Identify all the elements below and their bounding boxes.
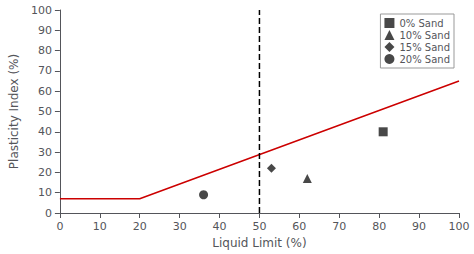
svg-text:100: 100 [449,220,470,233]
svg-text:10: 10 [93,220,107,233]
svg-text:30: 30 [173,220,187,233]
svg-text:50: 50 [38,105,52,118]
svg-text:10: 10 [38,186,52,199]
svg-text:20: 20 [38,166,52,179]
svg-text:70: 70 [332,220,346,233]
svg-text:10% Sand: 10% Sand [399,30,450,41]
svg-text:90: 90 [38,24,52,37]
svg-text:20: 20 [133,220,147,233]
svg-text:15% Sand: 15% Sand [399,42,450,53]
svg-text:80: 80 [372,220,386,233]
svg-text:90: 90 [412,220,426,233]
svg-text:0% Sand: 0% Sand [399,18,443,29]
svg-text:50: 50 [252,220,266,233]
svg-text:0: 0 [56,220,63,233]
svg-text:70: 70 [38,64,52,77]
svg-text:Liquid Limit (%): Liquid Limit (%) [212,236,306,250]
svg-text:30: 30 [38,146,52,159]
svg-text:40: 40 [213,220,227,233]
svg-text:100: 100 [31,4,52,17]
svg-text:60: 60 [292,220,306,233]
svg-text:0: 0 [45,207,52,220]
svg-text:80: 80 [38,44,52,57]
svg-text:40: 40 [38,125,52,138]
svg-text:20% Sand: 20% Sand [399,54,450,65]
svg-text:Plasticity Index (%): Plasticity Index (%) [7,54,21,169]
svg-text:60: 60 [38,85,52,98]
